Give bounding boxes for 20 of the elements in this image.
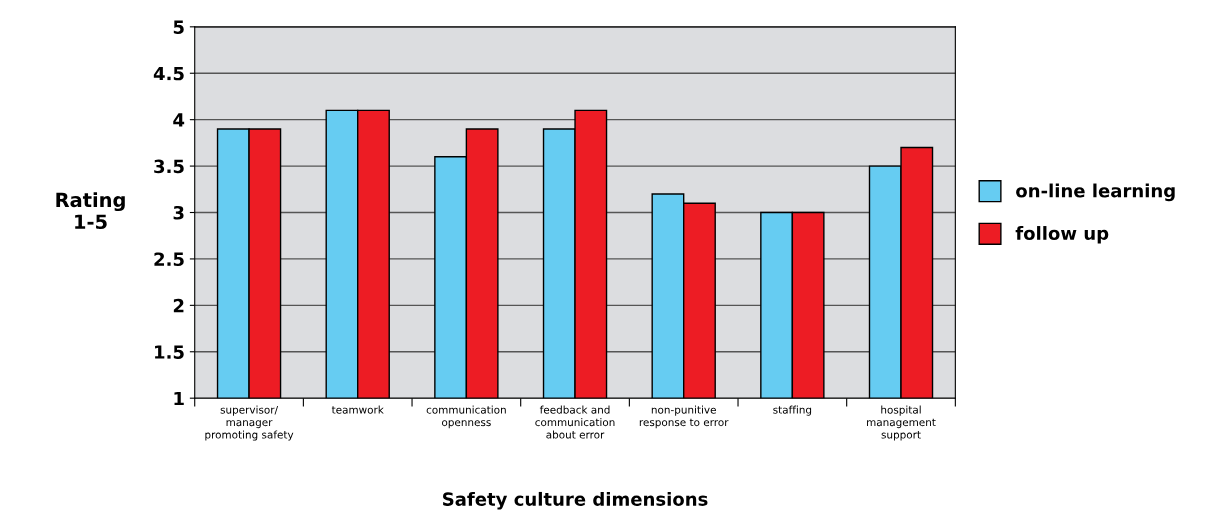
x-tick-label: hospital management support bbox=[867, 405, 936, 441]
y-tick-label: 1 bbox=[174, 391, 184, 406]
y-tick-label: 5 bbox=[173, 20, 184, 34]
y-axis-title: Rating 1-5 bbox=[56, 192, 125, 230]
legend-label: on-line learning bbox=[1016, 183, 1175, 202]
x-tick-label: supervisor/ manager promoting safety bbox=[205, 405, 294, 441]
x-tick-label: staffing bbox=[773, 405, 812, 416]
legend-label: follow up bbox=[1015, 226, 1109, 244]
y-tick-label: 2 bbox=[173, 298, 184, 313]
x-axis-title: Safety culture dimensions bbox=[443, 491, 708, 510]
y-tick-label: 3.5 bbox=[154, 159, 184, 174]
y-tick-label: 1.5 bbox=[155, 345, 184, 359]
y-tick-label: 4 bbox=[173, 113, 185, 127]
y-tick-label: 4.5 bbox=[153, 66, 184, 81]
x-tick-label: feedback and communication about error bbox=[535, 405, 615, 439]
x-tick-label: communication openness bbox=[426, 405, 506, 429]
y-tick-label: 3 bbox=[173, 205, 184, 220]
y-tick-label: 2.5 bbox=[154, 252, 184, 267]
x-tick-label: teamwork bbox=[331, 405, 384, 414]
x-tick-label: non-punitive response to error bbox=[639, 405, 729, 429]
